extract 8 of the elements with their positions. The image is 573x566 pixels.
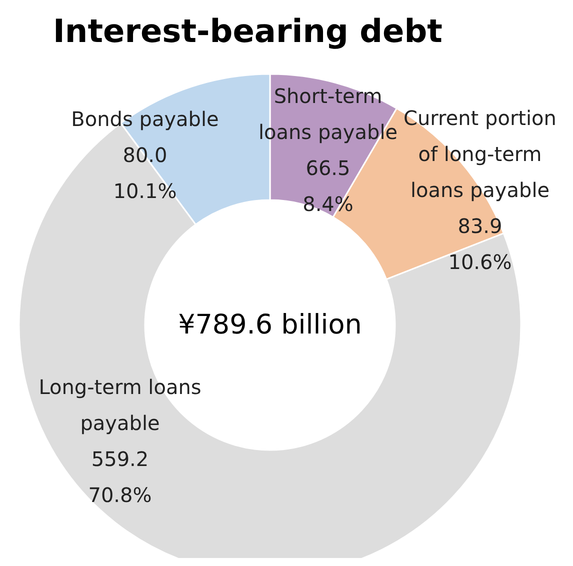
data-label: 559.2 70.8% bbox=[88, 447, 152, 507]
data-label: 83.9 10.6% bbox=[448, 214, 512, 274]
chart-title: Interest-bearing debt bbox=[53, 12, 442, 50]
slice-label: Current portion of long-term loans payable bbox=[404, 106, 556, 202]
data-label: 80.0 10.1% bbox=[113, 143, 177, 203]
text: ¥789.6 billion bbox=[178, 310, 362, 340]
slice-label: Bonds payable bbox=[71, 107, 219, 131]
slice-label: Long-term loans payable bbox=[38, 375, 202, 435]
